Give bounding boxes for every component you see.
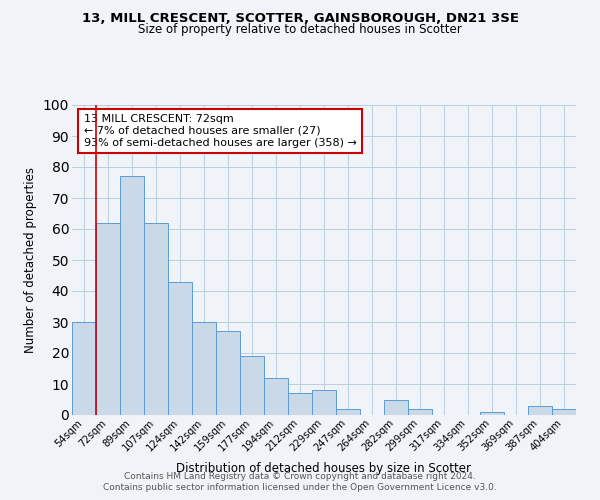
Bar: [120, 176, 144, 415]
Bar: [312, 390, 336, 415]
Bar: [408, 409, 432, 415]
Bar: [336, 409, 360, 415]
Y-axis label: Number of detached properties: Number of detached properties: [24, 167, 37, 353]
Bar: [264, 378, 288, 415]
Bar: [72, 322, 96, 415]
Bar: [216, 332, 240, 415]
Text: Size of property relative to detached houses in Scotter: Size of property relative to detached ho…: [138, 24, 462, 36]
Bar: [552, 409, 576, 415]
Text: 13 MILL CRESCENT: 72sqm
← 7% of detached houses are smaller (27)
93% of semi-det: 13 MILL CRESCENT: 72sqm ← 7% of detached…: [84, 114, 357, 148]
Bar: [168, 282, 192, 415]
Text: Contains HM Land Registry data © Crown copyright and database right 2024.: Contains HM Land Registry data © Crown c…: [124, 472, 476, 481]
Bar: [480, 412, 504, 415]
Bar: [192, 322, 216, 415]
Text: 13, MILL CRESCENT, SCOTTER, GAINSBOROUGH, DN21 3SE: 13, MILL CRESCENT, SCOTTER, GAINSBOROUGH…: [82, 12, 518, 26]
Bar: [144, 223, 168, 415]
Bar: [96, 223, 120, 415]
Bar: [288, 394, 312, 415]
X-axis label: Distribution of detached houses by size in Scotter: Distribution of detached houses by size …: [176, 462, 472, 474]
Bar: [528, 406, 552, 415]
Bar: [384, 400, 408, 415]
Text: Contains public sector information licensed under the Open Government Licence v3: Contains public sector information licen…: [103, 484, 497, 492]
Bar: [240, 356, 264, 415]
